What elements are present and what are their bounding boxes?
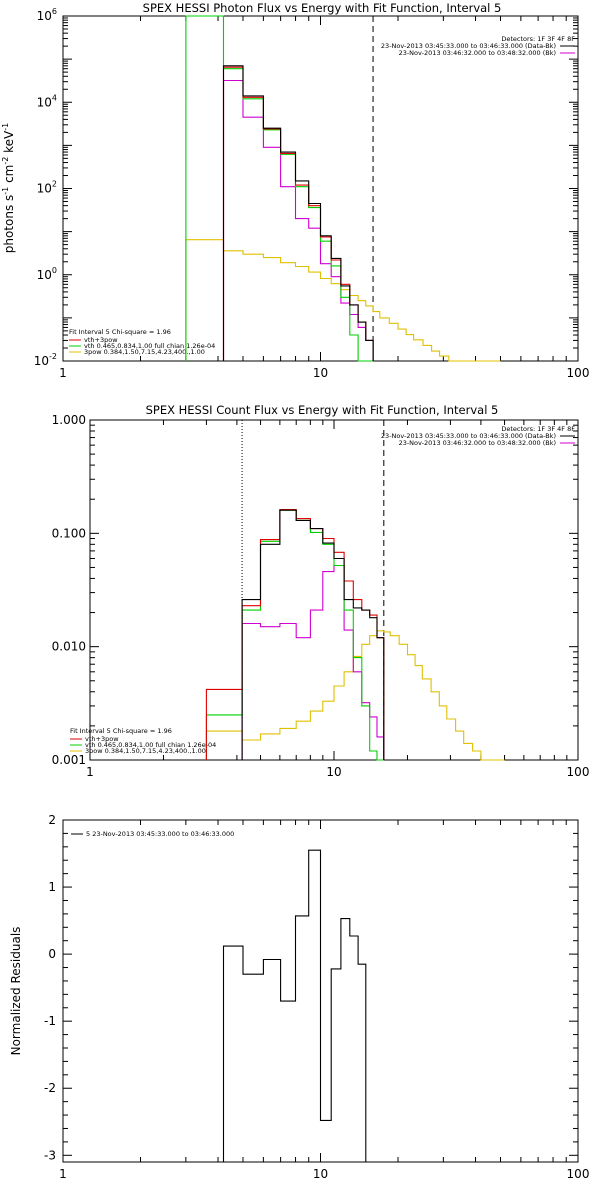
count-x-tick-label: 1 xyxy=(86,765,94,779)
photon-x-tick-label: 1 xyxy=(59,366,67,380)
count-legend-fit-interval: Fit Interval 5 Chi-square = 1.96 xyxy=(70,727,172,735)
residual-y-tick-label: -2 xyxy=(44,1081,56,1095)
photon-series-yellow xyxy=(185,239,501,362)
residual-series-residuals xyxy=(222,849,367,1162)
photon-legend-bk: 23-Nov-2013 03:46:32.000 to 03:48:32.000… xyxy=(399,49,556,57)
photon-legend-detectors: Detectors: 1F 3F 4F 8F xyxy=(501,35,575,43)
count-legend-data-bk: 23-Nov-2013 03:45:33.000 to 03:46:33.000… xyxy=(381,432,556,440)
photon-legend-data-bk: 23-Nov-2013 03:45:33.000 to 03:46:33.000… xyxy=(381,42,556,50)
photon-y-axis-label: photons s-1 cm-2 keV-1 xyxy=(1,123,16,254)
photon-legend-model: vth+3pow xyxy=(84,336,118,344)
residual-y-axis-label: Normalized Residuals xyxy=(9,927,23,1056)
photon-series-red xyxy=(222,66,374,361)
residual-y-tick-label: 0 xyxy=(48,947,56,961)
residual-x-tick-label: 10 xyxy=(313,1167,328,1181)
count-y-tick-label: 0.010 xyxy=(52,640,86,654)
photon-y-tick-label: 100 xyxy=(37,266,57,282)
residual-y-tick-label: 2 xyxy=(48,813,56,827)
count-series-yellow xyxy=(205,630,505,761)
count-y-tick-label: 0.001 xyxy=(52,753,86,767)
count-legend-vth: vth 0.465,0.834,1.00 full chian 1.26e-04 xyxy=(85,741,216,749)
count-series-magenta xyxy=(241,564,385,760)
photon-chart-title: SPEX HESSI Photon Flux vs Energy with Fi… xyxy=(143,1,502,15)
photon-marks: 1 10 100 10-2 100 102 104 106 xyxy=(34,7,590,380)
count-series-red xyxy=(205,509,385,760)
count-y-tick-label: 0.100 xyxy=(52,526,86,540)
photon-y-tick-label: 104 xyxy=(37,93,57,109)
residual-y-tick-label: -3 xyxy=(44,1148,56,1162)
photon-series-magenta xyxy=(222,79,374,361)
count-legend-model: vth+3pow xyxy=(85,735,119,743)
count-series-black xyxy=(241,509,385,760)
photon-flux-panel: SPEX HESSI Photon Flux vs Energy with Fi… xyxy=(1,1,579,362)
photon-legend-3pow: 3pow 0.384,1.50,7.15,4.23,400.,1.00 xyxy=(84,348,205,356)
residuals-panel: Normalized Residuals 5 23-Nov-2013 03:45… xyxy=(9,819,579,1163)
residual-legend: 5 23-Nov-2013 03:45:33.000 to 03:46:33.0… xyxy=(86,830,234,838)
residual-x-tick-label: 100 xyxy=(567,1167,590,1181)
photon-y-tick-label: 106 xyxy=(37,7,57,23)
count-flux-panel: SPEX HESSI Count Flux vs Energy with Fit… xyxy=(70,403,579,761)
residual-y-tick-label: -1 xyxy=(44,1014,56,1028)
count-legend-3pow: 3pow 0.384,1.50,7.15,4.23,400.,1.00 xyxy=(85,747,206,755)
residual-marks: 1 10 100 -3 -2 -1 0 1 2 xyxy=(44,813,589,1181)
photon-y-tick-label: 102 xyxy=(37,180,57,196)
count-plot-frame xyxy=(89,419,579,761)
photon-series-green xyxy=(185,15,374,362)
photon-y-tick-label: 10-2 xyxy=(34,352,57,368)
photon-legend-fit-interval: Fit Interval 5 Chi-square = 1.96 xyxy=(69,328,171,336)
photon-x-tick-label: 100 xyxy=(567,366,590,380)
count-y-tick-label: 1.000 xyxy=(52,413,86,427)
count-marks: 1 10 100 0.001 0.010 0.100 1.000 xyxy=(52,413,590,779)
count-x-tick-label: 100 xyxy=(567,765,590,779)
photon-plot-frame xyxy=(62,15,579,362)
count-chart-title: SPEX HESSI Count Flux vs Energy with Fit… xyxy=(146,403,499,417)
residual-x-tick-label: 1 xyxy=(59,1167,67,1181)
count-x-tick-label: 10 xyxy=(326,765,341,779)
count-legend-detectors: Detectors: 1F 3F 4F 8F xyxy=(501,425,575,433)
photon-series-black xyxy=(222,65,374,361)
photon-x-tick-label: 10 xyxy=(313,366,328,380)
count-legend-bk: 23-Nov-2013 03:46:32.000 to 03:48:32.000… xyxy=(399,439,556,447)
photon-legend-vth: vth 0.465,0.834,1.00 full chian 1.26e-04 xyxy=(84,342,215,350)
count-series-green xyxy=(205,509,384,761)
residual-y-tick-label: 1 xyxy=(48,880,56,894)
